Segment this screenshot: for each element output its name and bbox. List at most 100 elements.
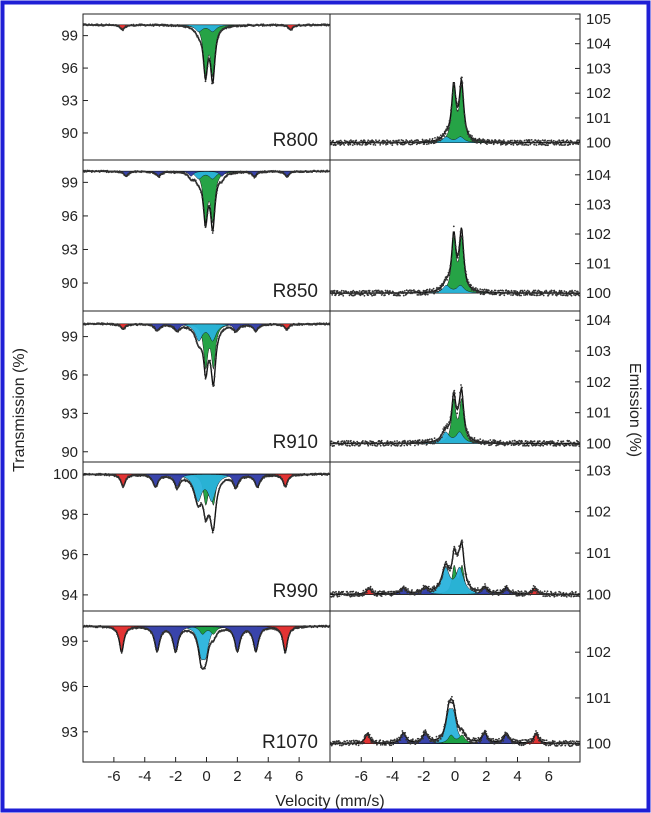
data-point	[534, 139, 537, 142]
data-point	[449, 421, 451, 423]
data-point	[547, 744, 550, 747]
data-point	[531, 291, 534, 293]
data-point	[449, 569, 451, 572]
data-point	[366, 441, 369, 444]
data-point	[560, 593, 562, 595]
data-point	[246, 25, 249, 27]
data-point	[202, 358, 205, 360]
data-point	[161, 633, 163, 636]
data-point	[488, 442, 491, 444]
data-point	[389, 744, 391, 747]
data-point	[381, 141, 384, 144]
data-point	[396, 143, 399, 146]
data-point	[172, 326, 175, 328]
data-point	[502, 740, 505, 742]
data-point	[331, 294, 334, 296]
data-point	[510, 289, 513, 292]
data-point	[573, 593, 576, 596]
data-point	[347, 592, 349, 594]
data-point	[502, 591, 505, 594]
data-point	[174, 483, 176, 486]
data-point	[405, 289, 408, 292]
data-point	[192, 489, 195, 492]
data-point	[261, 171, 263, 174]
data-point	[463, 113, 466, 115]
data-point	[344, 292, 346, 294]
data-point	[282, 481, 285, 483]
data-point	[287, 637, 289, 640]
data-point	[536, 732, 539, 734]
data-point	[459, 546, 462, 549]
data-point	[479, 736, 482, 739]
data-point	[466, 129, 469, 132]
data-point	[220, 331, 223, 334]
data-points	[330, 539, 580, 598]
data-point	[362, 143, 364, 145]
data-point	[551, 289, 553, 292]
data-point	[425, 293, 427, 296]
data-point	[434, 741, 436, 744]
data-point	[285, 648, 287, 651]
data-point	[431, 589, 434, 592]
data-point	[527, 144, 530, 147]
data-point	[513, 444, 515, 447]
data-point	[573, 441, 576, 444]
data-point	[446, 566, 449, 569]
data-point	[465, 734, 468, 737]
data-point	[117, 475, 120, 478]
data-point	[469, 134, 472, 137]
data-point	[211, 531, 214, 534]
data-point	[105, 169, 107, 172]
data-point	[461, 236, 464, 239]
data-point	[162, 632, 165, 635]
data-point	[438, 286, 441, 289]
data-point	[194, 498, 197, 500]
data-point	[211, 376, 213, 378]
data-point	[201, 504, 204, 507]
data-point	[214, 200, 217, 203]
data-point	[477, 289, 480, 292]
data-point	[344, 740, 346, 743]
data-point	[512, 589, 514, 591]
data-point	[554, 591, 557, 594]
data-point	[502, 442, 505, 445]
data-point	[547, 742, 549, 745]
data-point	[363, 290, 365, 292]
data-point	[414, 593, 416, 596]
data-point	[213, 526, 215, 529]
data-point	[395, 444, 397, 447]
data-point	[539, 738, 542, 740]
data-point	[103, 474, 106, 477]
data-point	[421, 443, 423, 445]
data-point	[471, 135, 473, 137]
data-point	[524, 743, 527, 745]
data-point	[522, 141, 525, 144]
data-point	[552, 444, 555, 447]
data-point	[554, 140, 557, 143]
data-point	[257, 642, 260, 644]
data-point	[415, 442, 418, 445]
data-point	[573, 293, 575, 296]
data-point	[463, 410, 465, 413]
y-tick-label: 101	[586, 110, 611, 127]
data-point	[371, 444, 374, 447]
data-point	[423, 442, 425, 445]
data-point	[363, 594, 365, 596]
data-point	[331, 442, 334, 445]
data-point	[432, 586, 434, 589]
data-point	[433, 586, 436, 589]
data-point	[201, 196, 204, 199]
x-tick-label: 2	[233, 768, 241, 785]
data-point	[193, 634, 196, 637]
data-point	[205, 661, 208, 664]
data-point	[194, 338, 197, 340]
data-point	[259, 635, 261, 638]
data-point	[546, 595, 548, 597]
y-tick-label: 102	[586, 374, 611, 391]
data-point	[469, 583, 471, 586]
data-point	[371, 294, 373, 297]
data-point	[458, 98, 461, 100]
data-point	[351, 144, 354, 147]
data-point	[399, 590, 402, 592]
data-point	[124, 479, 127, 482]
